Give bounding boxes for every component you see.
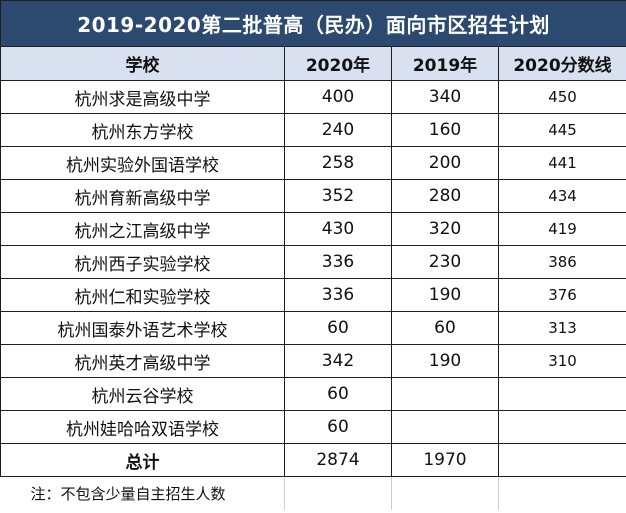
score-2020-cell[interactable] — [497, 377, 626, 411]
plan-2019-cell[interactable]: 200 — [391, 146, 499, 180]
school-cell[interactable]: 杭州云谷学校 — [0, 377, 285, 411]
table-row: 杭州英才高级中学 342 190 310 — [0, 344, 626, 378]
total-row: 总计 2874 1970 — [0, 443, 626, 477]
plan-2020-cell[interactable]: 430 — [284, 212, 392, 246]
empty-cell[interactable] — [497, 476, 626, 510]
school-cell[interactable]: 杭州西子实验学校 — [0, 245, 285, 279]
note-row: 注：不包含少量自主招生人数 — [0, 476, 626, 510]
plan-2020-cell[interactable]: 60 — [284, 410, 392, 444]
plan-2020-cell[interactable]: 258 — [284, 146, 392, 180]
empty-cell[interactable] — [391, 476, 499, 510]
school-cell[interactable]: 杭州之江高级中学 — [0, 212, 285, 246]
total-2019[interactable]: 1970 — [391, 443, 499, 477]
empty-cell[interactable] — [284, 476, 392, 510]
plan-2020-cell[interactable]: 342 — [284, 344, 392, 378]
table-row: 杭州东方学校 240 160 445 — [0, 113, 626, 147]
total-label[interactable]: 总计 — [0, 443, 285, 477]
title-row: 2019-2020第二批普高（民办）面向市区招生计划 — [0, 0, 626, 47]
total-2020[interactable]: 2874 — [284, 443, 392, 477]
table-row: 杭州实验外国语学校 258 200 441 — [0, 146, 626, 180]
table-row: 杭州国泰外语艺术学校 60 60 313 — [0, 311, 626, 345]
table-title[interactable]: 2019-2020第二批普高（民办）面向市区招生计划 — [0, 0, 626, 47]
school-cell[interactable]: 杭州求是高级中学 — [0, 80, 285, 114]
score-2020-cell[interactable]: 313 — [497, 311, 626, 345]
plan-2019-cell[interactable]: 230 — [391, 245, 499, 279]
table-row: 杭州仁和实验学校 336 190 376 — [0, 278, 626, 312]
school-cell[interactable]: 杭州英才高级中学 — [0, 344, 285, 378]
footnote[interactable]: 注：不包含少量自主招生人数 — [0, 476, 285, 510]
plan-2019-cell[interactable]: 340 — [391, 80, 499, 114]
plan-2019-cell[interactable]: 280 — [391, 179, 499, 213]
header-score-2020[interactable]: 2020分数线 — [497, 46, 626, 81]
plan-2020-cell[interactable]: 240 — [284, 113, 392, 147]
total-score[interactable] — [497, 443, 626, 477]
table-row: 杭州娃哈哈双语学校 60 — [0, 410, 626, 444]
plan-2019-cell[interactable]: 190 — [391, 278, 499, 312]
school-cell[interactable]: 杭州国泰外语艺术学校 — [0, 311, 285, 345]
score-2020-cell[interactable]: 376 — [497, 278, 626, 312]
school-cell[interactable]: 杭州东方学校 — [0, 113, 285, 147]
header-2019[interactable]: 2019年 — [391, 46, 499, 81]
plan-2019-cell[interactable]: 320 — [391, 212, 499, 246]
plan-2020-cell[interactable]: 352 — [284, 179, 392, 213]
plan-2020-cell[interactable]: 60 — [284, 377, 392, 411]
header-2020[interactable]: 2020年 — [284, 46, 392, 81]
score-2020-cell[interactable]: 450 — [497, 80, 626, 114]
plan-2020-cell[interactable]: 336 — [284, 245, 392, 279]
table-row: 杭州求是高级中学 400 340 450 — [0, 80, 626, 114]
plan-2019-cell[interactable]: 160 — [391, 113, 499, 147]
school-cell[interactable]: 杭州实验外国语学校 — [0, 146, 285, 180]
plan-2020-cell[interactable]: 60 — [284, 311, 392, 345]
school-cell[interactable]: 杭州育新高级中学 — [0, 179, 285, 213]
plan-2019-cell[interactable]: 60 — [391, 311, 499, 345]
table-row: 杭州西子实验学校 336 230 386 — [0, 245, 626, 279]
score-2020-cell[interactable] — [497, 410, 626, 444]
plan-2019-cell[interactable] — [391, 377, 499, 411]
plan-2019-cell[interactable] — [391, 410, 499, 444]
table-row: 杭州之江高级中学 430 320 419 — [0, 212, 626, 246]
table-row: 杭州育新高级中学 352 280 434 — [0, 179, 626, 213]
score-2020-cell[interactable]: 434 — [497, 179, 626, 213]
plan-2019-cell[interactable]: 190 — [391, 344, 499, 378]
table-row: 杭州云谷学校 60 — [0, 377, 626, 411]
header-school[interactable]: 学校 — [0, 46, 285, 81]
school-cell[interactable]: 杭州娃哈哈双语学校 — [0, 410, 285, 444]
plan-2020-cell[interactable]: 400 — [284, 80, 392, 114]
score-2020-cell[interactable]: 445 — [497, 113, 626, 147]
header-row: 学校 2020年 2019年 2020分数线 — [0, 46, 626, 81]
score-2020-cell[interactable]: 419 — [497, 212, 626, 246]
score-2020-cell[interactable]: 441 — [497, 146, 626, 180]
plan-2020-cell[interactable]: 336 — [284, 278, 392, 312]
school-cell[interactable]: 杭州仁和实验学校 — [0, 278, 285, 312]
score-2020-cell[interactable]: 310 — [497, 344, 626, 378]
score-2020-cell[interactable]: 386 — [497, 245, 626, 279]
